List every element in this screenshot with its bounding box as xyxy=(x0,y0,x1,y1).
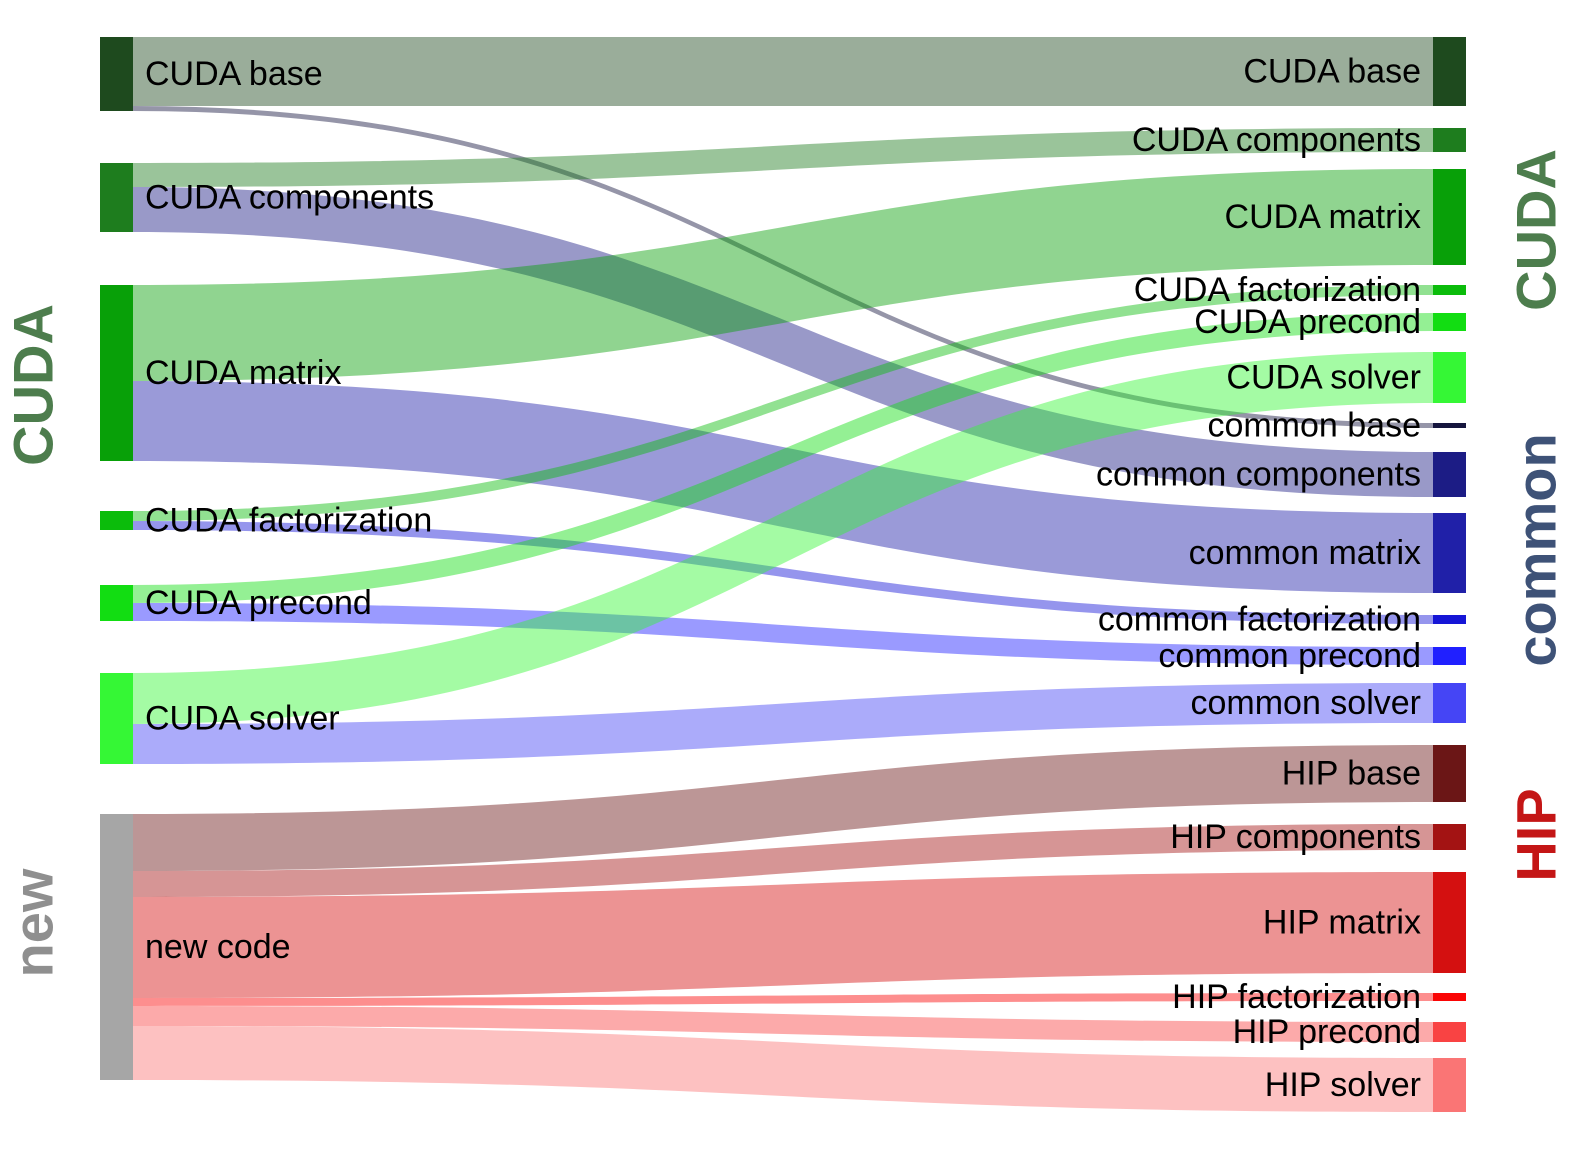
sankey-link-new-code-left-to-hip-matrix-right xyxy=(133,872,1433,998)
sankey-node-label-common-matrix-right: common matrix xyxy=(1189,534,1421,572)
sankey-link-new-code-left-to-hip-components-right xyxy=(133,824,1433,897)
sankey-link-new-code-left-to-hip-precond-right xyxy=(133,1006,1433,1042)
sankey-link-cuda-factorization-left-to-common-factorization-right xyxy=(133,521,1433,624)
sankey-node-hip-factorization-right xyxy=(1433,993,1466,1001)
sankey-group-label-group-hip-right: HIP xyxy=(1505,788,1568,881)
sankey-node-label-cuda-components-left: CUDA components xyxy=(145,179,434,217)
sankey-node-common-components-right xyxy=(1433,452,1466,497)
sankey-link-cuda-matrix-left-to-cuda-matrix-right xyxy=(133,169,1433,381)
sankey-node-label-common-factorization-right: common factorization xyxy=(1098,601,1421,639)
sankey-node-label-cuda-factorization-right: CUDA factorization xyxy=(1134,271,1421,309)
sankey-node-hip-precond-right xyxy=(1433,1022,1466,1042)
sankey-link-cuda-base-left-to-common-base-right xyxy=(133,106,1433,428)
sankey-node-label-hip-matrix-right: HIP matrix xyxy=(1263,904,1421,942)
sankey-node-label-common-base-right: common base xyxy=(1207,407,1421,445)
sankey-link-cuda-matrix-left-to-common-matrix-right xyxy=(133,381,1433,593)
sankey-node-cuda-precond-left xyxy=(100,585,133,621)
sankey-node-label-hip-base-right: HIP base xyxy=(1282,755,1421,793)
sankey-node-label-cuda-base-left: CUDA base xyxy=(145,55,323,93)
sankey-node-cuda-base-right xyxy=(1433,37,1466,106)
sankey-node-label-cuda-matrix-left: CUDA matrix xyxy=(145,354,341,392)
sankey-link-cuda-precond-left-to-common-precond-right xyxy=(133,603,1433,665)
sankey-link-cuda-precond-left-to-cuda-precond-right xyxy=(133,313,1433,603)
sankey-node-label-new-code-left: new code xyxy=(145,928,291,966)
sankey-link-cuda-factorization-left-to-cuda-factorization-right xyxy=(133,285,1433,521)
sankey-node-cuda-factorization-right xyxy=(1433,285,1466,295)
sankey-node-label-hip-factorization-right: HIP factorization xyxy=(1172,978,1421,1016)
sankey-node-hip-base-right xyxy=(1433,745,1466,802)
sankey-node-label-cuda-solver-right: CUDA solver xyxy=(1226,359,1421,397)
sankey-node-hip-solver-right xyxy=(1433,1058,1466,1112)
sankey-link-cuda-base-left-to-cuda-base-right xyxy=(133,37,1433,106)
sankey-node-hip-matrix-right xyxy=(1433,872,1466,973)
sankey-node-cuda-base-left xyxy=(100,37,133,111)
sankey-node-new-code-left xyxy=(100,814,133,1080)
sankey-node-common-factorization-right xyxy=(1433,615,1466,624)
sankey-link-cuda-solver-left-to-common-solver-right xyxy=(133,683,1433,764)
sankey-node-common-solver-right xyxy=(1433,683,1466,723)
sankey-node-cuda-components-left xyxy=(100,163,133,232)
sankey-link-new-code-left-to-hip-factorization-right xyxy=(133,993,1433,1006)
sankey-group-label-group-cuda-left: CUDA xyxy=(2,304,65,466)
sankey-node-common-matrix-right xyxy=(1433,513,1466,593)
sankey-link-cuda-components-left-to-common-components-right xyxy=(133,187,1433,497)
sankey-node-cuda-solver-right xyxy=(1433,352,1466,403)
sankey-node-label-common-components-right: common components xyxy=(1096,456,1421,494)
sankey-node-label-hip-components-right: HIP components xyxy=(1170,818,1421,856)
sankey-node-cuda-precond-right xyxy=(1433,313,1466,331)
sankey-node-cuda-components-right xyxy=(1433,128,1466,152)
sankey-node-common-base-right xyxy=(1433,423,1466,428)
sankey-node-label-hip-solver-right: HIP solver xyxy=(1265,1066,1421,1104)
sankey-link-cuda-solver-left-to-cuda-solver-right xyxy=(133,352,1433,724)
sankey-node-label-cuda-solver-left: CUDA solver xyxy=(145,700,340,738)
sankey-node-label-cuda-base-right: CUDA base xyxy=(1243,53,1421,91)
sankey-group-label-group-cuda-right: CUDA xyxy=(1505,149,1568,311)
sankey-group-label-group-new-left: new xyxy=(2,868,65,977)
sankey-node-hip-components-right xyxy=(1433,824,1466,850)
sankey-node-label-common-solver-right: common solver xyxy=(1190,684,1421,722)
sankey-node-label-cuda-precond-right: CUDA precond xyxy=(1194,303,1421,341)
sankey-node-label-hip-precond-right: HIP precond xyxy=(1233,1013,1421,1051)
sankey-link-new-code-left-to-hip-base-right xyxy=(133,745,1433,871)
sankey-link-new-code-left-to-hip-solver-right xyxy=(133,1026,1433,1112)
sankey-node-cuda-factorization-left xyxy=(100,511,133,530)
sankey-node-label-cuda-matrix-right: CUDA matrix xyxy=(1225,198,1421,236)
sankey-node-label-cuda-factorization-left: CUDA factorization xyxy=(145,502,432,540)
sankey-group-label-group-common-right: common xyxy=(1505,433,1568,666)
sankey-node-cuda-solver-left xyxy=(100,673,133,764)
sankey-link-cuda-components-left-to-cuda-components-right xyxy=(133,128,1433,187)
sankey-node-label-cuda-components-right: CUDA components xyxy=(1132,121,1421,159)
sankey-node-common-precond-right xyxy=(1433,647,1466,665)
sankey-node-cuda-matrix-left xyxy=(100,285,133,461)
sankey-node-cuda-matrix-right xyxy=(1433,169,1466,265)
sankey-node-label-common-precond-right: common precond xyxy=(1158,637,1421,675)
sankey-node-label-cuda-precond-left: CUDA precond xyxy=(145,584,372,622)
